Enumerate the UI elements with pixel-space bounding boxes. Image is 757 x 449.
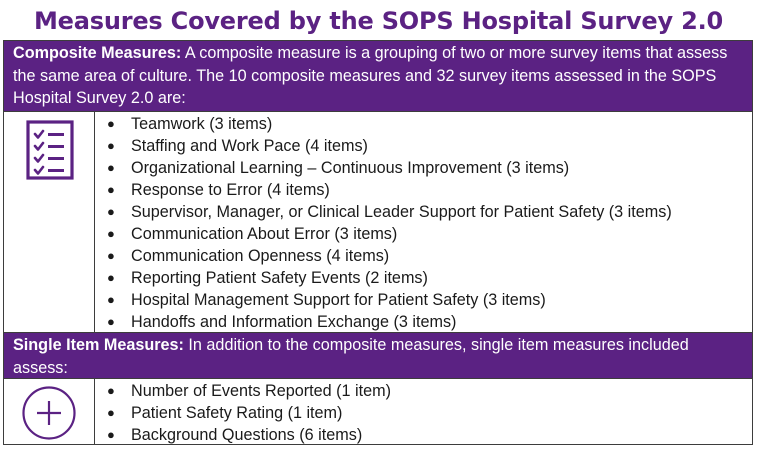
bullet-icon: ● — [107, 405, 115, 420]
list-item-label: Communication Openness (4 items) — [131, 247, 390, 265]
list-item: ● Supervisor, Manager, or Clinical Leader… — [95, 201, 672, 223]
list-item-label: Teamwork (3 items) — [131, 115, 273, 133]
composite-header-text: A composite measure is a grouping of two… — [13, 44, 728, 107]
list-item-label: Organizational Learning – Continuous Imp… — [131, 159, 570, 177]
bullet-icon: ● — [107, 182, 115, 197]
list-item: ● Organizational Learning – Continuous Im… — [95, 157, 672, 179]
single-item-header-text: In addition to the composite measures, s… — [13, 336, 689, 377]
bullet-icon: ● — [107, 138, 115, 153]
bullet-icon: ● — [107, 248, 115, 263]
composite-header-lead: Composite Measures: — [13, 44, 182, 62]
list-item-label: Background Questions (6 items) — [131, 426, 363, 444]
list-item: ● Staffing and Work Pace (4 items) — [95, 135, 672, 157]
plus-circle-icon — [22, 386, 76, 440]
list-item-label: Patient Safety Rating (1 item) — [131, 404, 343, 422]
bullet-icon: ● — [107, 383, 115, 398]
list-item-label: Response to Error (4 items) — [131, 181, 330, 199]
page-title: Measures Covered by the SOPS Hospital Su… — [33, 7, 723, 35]
list-item: ● Hospital Management Support for Patient… — [95, 289, 672, 311]
list-item: ● Response to Error (4 items) — [95, 179, 672, 201]
bullet-icon: ● — [107, 427, 115, 442]
list-item: ● Patient Safety Rating (1 item) — [95, 402, 391, 424]
composite-header: Composite Measures: A composite measure … — [4, 41, 752, 111]
bullet-icon: ● — [107, 116, 115, 131]
single-item-icon-cell — [4, 379, 95, 445]
list-item: ● Teamwork (3 items) — [95, 113, 672, 135]
single-item-measures-list: ● Number of Events Reported (1 item) ● Pat… — [95, 380, 391, 446]
composite-row: ● Teamwork (3 items) ● Staffing and Work P… — [4, 111, 752, 332]
list-item-label: Reporting Patient Safety Events (2 items… — [131, 269, 428, 287]
single-item-row: ● Number of Events Reported (1 item) ● Pat… — [4, 378, 752, 445]
checklist-icon — [26, 120, 74, 180]
composite-measures-list: ● Teamwork (3 items) ● Staffing and Work P… — [95, 113, 672, 333]
list-item-label: Communication About Error (3 items) — [131, 225, 398, 243]
list-item: ● Communication About Error (3 items) — [95, 223, 672, 245]
list-item: ● Number of Events Reported (1 item) — [95, 380, 391, 402]
composite-icon-cell — [4, 112, 95, 332]
bullet-icon: ● — [107, 160, 115, 175]
single-item-header: Single Item Measures: In addition to the… — [4, 332, 752, 378]
list-item-label: Number of Events Reported (1 item) — [131, 382, 392, 400]
measures-table: Composite Measures: A composite measure … — [3, 40, 753, 445]
list-item: ● Communication Openness (4 items) — [95, 245, 672, 267]
list-item: ● Handoffs and Information Exchange (3 it… — [95, 311, 672, 333]
list-item: ● Reporting Patient Safety Events (2 item… — [95, 267, 672, 289]
list-item: ● Background Questions (6 items) — [95, 424, 391, 446]
list-item-label: Staffing and Work Pace (4 items) — [131, 137, 368, 155]
bullet-icon: ● — [107, 292, 115, 307]
bullet-icon: ● — [107, 314, 115, 329]
list-item-label: Hospital Management Support for Patient … — [131, 291, 546, 309]
bullet-icon: ● — [107, 226, 115, 241]
single-item-header-lead: Single Item Measures: — [13, 336, 184, 354]
bullet-icon: ● — [107, 204, 115, 219]
list-item-label: Handoffs and Information Exchange (3 ite… — [131, 313, 457, 331]
bullet-icon: ● — [107, 270, 115, 285]
list-item-label: Supervisor, Manager, or Clinical Leader … — [131, 203, 672, 221]
